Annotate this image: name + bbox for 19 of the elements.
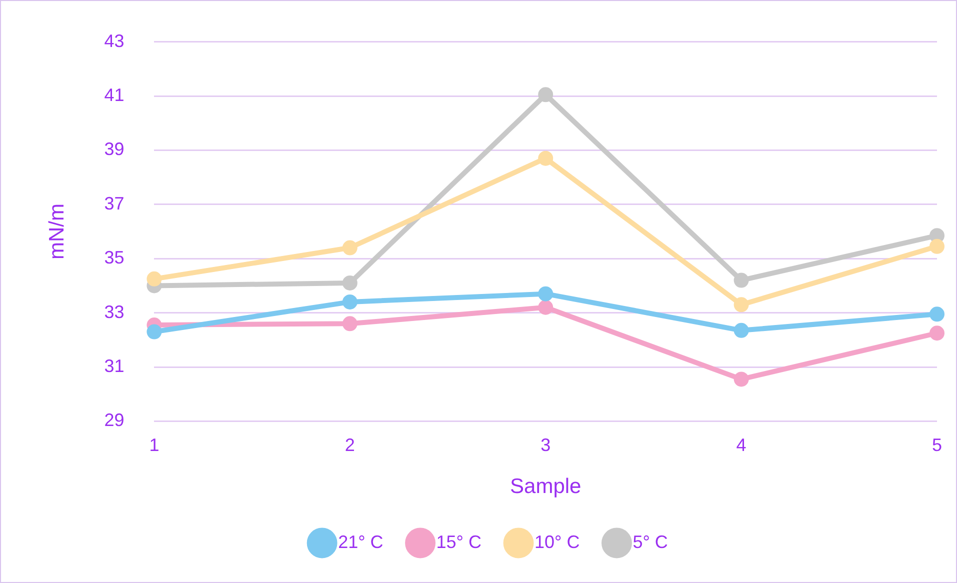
y-tick-label: 43 bbox=[104, 30, 124, 51]
y-tick-label: 37 bbox=[104, 193, 124, 214]
legend-label: 21° C bbox=[338, 532, 384, 552]
y-tick-label: 41 bbox=[104, 84, 124, 105]
legend-label: 15° C bbox=[436, 532, 482, 552]
legend-label: 5° C bbox=[632, 532, 668, 552]
x-tick-label: 5 bbox=[932, 434, 942, 455]
y-axis-title: mN/m bbox=[45, 204, 68, 260]
y-tick-label: 33 bbox=[104, 302, 124, 322]
x-tick-label: 2 bbox=[344, 434, 355, 455]
y-tick-label: 35 bbox=[104, 248, 124, 268]
x-axis-title: Sample bbox=[510, 475, 582, 498]
legend-label: 10° C bbox=[534, 532, 580, 552]
x-tick-label: 4 bbox=[736, 434, 746, 455]
x-tick-label: 1 bbox=[149, 434, 160, 455]
y-tick-label: 39 bbox=[104, 139, 124, 160]
x-tick-label: 3 bbox=[540, 434, 551, 455]
y-tick-label: 29 bbox=[104, 410, 124, 430]
y-tick-label: 31 bbox=[104, 356, 124, 376]
